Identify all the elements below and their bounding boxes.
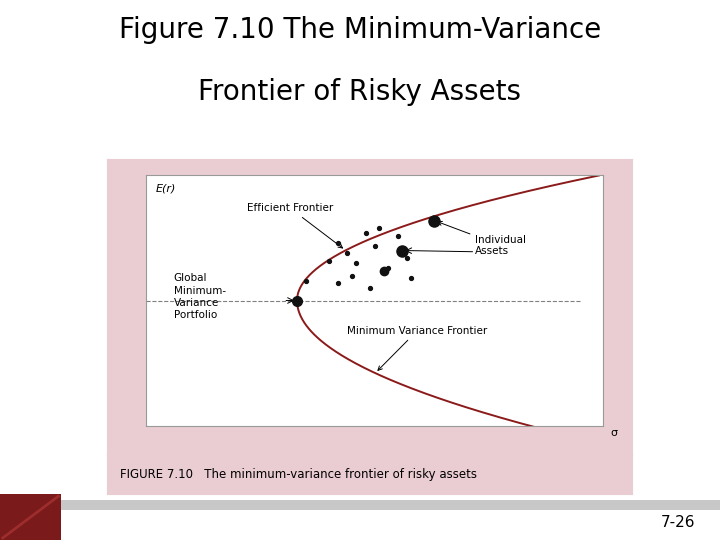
- Text: Minimum Variance Frontier: Minimum Variance Frontier: [347, 326, 487, 370]
- Text: Efficient Frontier: Efficient Frontier: [247, 203, 343, 248]
- Text: Figure 7.10 The Minimum-Variance: Figure 7.10 The Minimum-Variance: [119, 16, 601, 44]
- Text: σ: σ: [611, 428, 617, 438]
- Text: 7-26: 7-26: [660, 515, 695, 530]
- Text: E(r): E(r): [156, 183, 176, 193]
- Text: FIGURE 7.10   The minimum-variance frontier of risky assets: FIGURE 7.10 The minimum-variance frontie…: [120, 468, 477, 481]
- Text: Frontier of Risky Assets: Frontier of Risky Assets: [199, 78, 521, 106]
- Text: Global
Minimum-
Variance
Portfolio: Global Minimum- Variance Portfolio: [174, 273, 225, 320]
- Text: Individual
Assets: Individual Assets: [438, 221, 526, 256]
